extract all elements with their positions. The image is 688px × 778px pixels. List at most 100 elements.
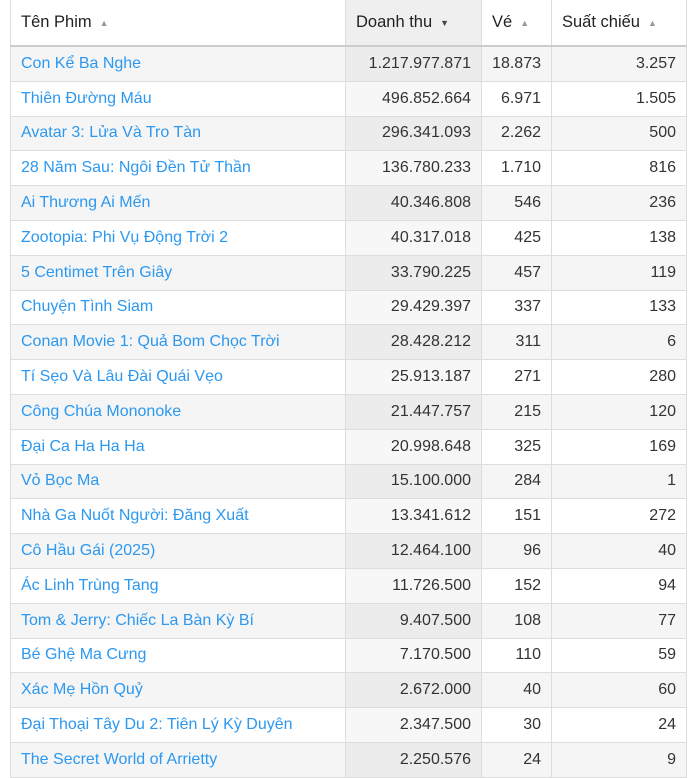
title-cell: Vỏ Bọc Ma	[10, 463, 346, 500]
showtimes-cell: 77	[551, 602, 687, 639]
column-label: Tên Phim	[21, 13, 92, 31]
title-cell: Con Kể Ba Nghe	[10, 45, 346, 82]
showtimes-cell: 60	[551, 672, 687, 709]
showtimes-cell: 59	[551, 637, 687, 674]
column-header-showtimes[interactable]: Suất chiếu ▲	[551, 0, 687, 47]
box-office-table: Tên Phim ▲ Doanh thu ▼ Vé ▲ Suất chiếu ▲ Con Kể…	[10, 0, 687, 778]
movie-link[interactable]: Ác Linh Trùng Tang	[21, 576, 159, 594]
title-cell: Đại Ca Ha Ha Ha	[10, 428, 346, 465]
revenue-cell: 2.347.500	[345, 707, 482, 743]
movie-link[interactable]: Conan Movie 1: Quả Bom Chọc Trời	[21, 333, 280, 351]
sort-asc-icon[interactable]: ▲	[520, 17, 530, 28]
revenue-cell: 29.429.397	[345, 289, 482, 326]
table-row: Chuyện Tình Siam 29.429.397 337 133	[10, 289, 687, 326]
movie-link[interactable]: Thiên Đường Máu	[21, 89, 152, 107]
table-row: Tí Sẹo Và Lâu Đài Quái Vẹo 25.913.187 271 2…	[10, 359, 687, 395]
column-label: Vé	[492, 13, 513, 31]
revenue-cell: 1.217.977.871	[345, 45, 482, 82]
movie-link[interactable]: Công Chúa Mononoke	[21, 402, 182, 420]
tickets-cell: 546	[481, 185, 552, 221]
tickets-cell: 18.873	[481, 45, 552, 82]
title-cell: Zootopia: Phi Vụ Động Trời 2	[10, 219, 346, 256]
table-row: Đại Thoại Tây Du 2: Tiên Lý Kỳ Duyên 2.34…	[10, 707, 687, 743]
title-cell: Thiên Đường Máu	[10, 80, 346, 117]
movie-link[interactable]: Ai Thương Ai Mến	[21, 194, 151, 212]
sort-asc-icon[interactable]: ▲	[99, 17, 109, 28]
revenue-cell: 20.998.648	[345, 428, 482, 465]
revenue-cell: 136.780.233	[345, 150, 482, 187]
table-row: Zootopia: Phi Vụ Động Trời 2 40.317.018 42…	[10, 219, 687, 256]
column-label: Doanh thu	[356, 13, 433, 31]
table-row: Nhà Ga Nuốt Người: Đăng Xuất 13.341.612 15…	[10, 498, 687, 535]
title-cell: Tí Sẹo Và Lâu Đài Quái Vẹo	[10, 359, 346, 395]
showtimes-cell: 120	[551, 393, 687, 430]
revenue-cell: 9.407.500	[345, 602, 482, 639]
title-cell: Ác Linh Trùng Tang	[10, 567, 346, 604]
showtimes-cell: 236	[551, 185, 687, 221]
showtimes-cell: 280	[551, 359, 687, 395]
table-row: Xác Mẹ Hồn Quỷ 2.672.000 40 60	[10, 672, 687, 709]
table-row: Avatar 3: Lửa Và Tro Tàn 296.341.093 2.262…	[10, 115, 687, 152]
tickets-cell: 6.971	[481, 80, 552, 117]
table-row: Công Chúa Mononoke 21.447.757 215 120	[10, 393, 687, 430]
movie-link[interactable]: Vỏ Bọc Ma	[21, 472, 100, 490]
movie-link[interactable]: Xác Mẹ Hồn Quỷ	[21, 681, 143, 699]
title-cell: Đại Thoại Tây Du 2: Tiên Lý Kỳ Duyên	[10, 707, 346, 743]
table-row: Con Kể Ba Nghe 1.217.977.871 18.873 3.257	[10, 45, 687, 82]
showtimes-cell: 1.505	[551, 80, 687, 117]
showtimes-cell: 24	[551, 707, 687, 743]
showtimes-cell: 9	[551, 741, 687, 778]
title-cell: Avatar 3: Lửa Và Tro Tàn	[10, 115, 346, 152]
revenue-cell: 13.341.612	[345, 498, 482, 535]
movie-link[interactable]: The Secret World of Arrietty	[21, 750, 218, 768]
tickets-cell: 1.710	[481, 150, 552, 187]
table-row: 5 Centimet Trên Giây 33.790.225 457 119	[10, 254, 687, 291]
movie-link[interactable]: 28 Năm Sau: Ngôi Đền Tử Thần	[21, 159, 251, 177]
table-row: Conan Movie 1: Quả Bom Chọc Trời 28.428.2…	[10, 324, 687, 361]
column-header-revenue[interactable]: Doanh thu ▼	[345, 0, 482, 47]
tickets-cell: 457	[481, 254, 552, 291]
showtimes-cell: 500	[551, 115, 687, 152]
revenue-cell: 40.346.808	[345, 185, 482, 221]
movie-link[interactable]: Nhà Ga Nuốt Người: Đăng Xuất	[21, 507, 249, 525]
movie-link[interactable]: Tom & Jerry: Chiếc La Bàn Kỳ Bí	[21, 611, 254, 629]
movie-link[interactable]: Cô Hầu Gái (2025)	[21, 542, 156, 560]
revenue-cell: 12.464.100	[345, 533, 482, 569]
showtimes-cell: 816	[551, 150, 687, 187]
table-row: The Secret World of Arrietty 2.250.576 24 9	[10, 741, 687, 778]
sort-desc-icon[interactable]: ▼	[440, 17, 450, 28]
revenue-cell: 40.317.018	[345, 219, 482, 256]
movie-link[interactable]: Đại Thoại Tây Du 2: Tiên Lý Kỳ Duyên	[21, 716, 293, 734]
title-cell: Ai Thương Ai Mến	[10, 185, 346, 221]
table-row: Ác Linh Trùng Tang 11.726.500 152 94	[10, 567, 687, 604]
table-row: Tom & Jerry: Chiếc La Bàn Kỳ Bí 9.407.500…	[10, 602, 687, 639]
table-row: 28 Năm Sau: Ngôi Đền Tử Thần 136.780.233 1…	[10, 150, 687, 187]
table-header: Tên Phim ▲ Doanh thu ▼ Vé ▲ Suất chiếu ▲	[10, 0, 687, 47]
movie-link[interactable]: Tí Sẹo Và Lâu Đài Quái Vẹo	[21, 368, 223, 386]
movie-link[interactable]: Con Kể Ba Nghe	[21, 54, 142, 72]
showtimes-cell: 1	[551, 463, 687, 500]
movie-link[interactable]: 5 Centimet Trên Giây	[21, 263, 173, 281]
movie-link[interactable]: Bé Ghệ Ma Cưng	[21, 646, 147, 664]
tickets-cell: 325	[481, 428, 552, 465]
revenue-cell: 2.672.000	[345, 672, 482, 709]
tickets-cell: 110	[481, 637, 552, 674]
table-row: Vỏ Bọc Ma 15.100.000 284 1	[10, 463, 687, 500]
tickets-cell: 311	[481, 324, 552, 361]
movie-link[interactable]: Chuyện Tình Siam	[21, 298, 154, 316]
movie-link[interactable]: Zootopia: Phi Vụ Động Trời 2	[21, 228, 229, 246]
showtimes-cell: 138	[551, 219, 687, 256]
revenue-cell: 2.250.576	[345, 741, 482, 778]
movie-link[interactable]: Avatar 3: Lửa Và Tro Tàn	[21, 124, 201, 142]
tickets-cell: 337	[481, 289, 552, 326]
revenue-cell: 33.790.225	[345, 254, 482, 291]
title-cell: Bé Ghệ Ma Cưng	[10, 637, 346, 674]
title-cell: 28 Năm Sau: Ngôi Đền Tử Thần	[10, 150, 346, 187]
movie-link[interactable]: Đại Ca Ha Ha Ha	[21, 437, 145, 455]
revenue-cell: 296.341.093	[345, 115, 482, 152]
table-row: Đại Ca Ha Ha Ha 20.998.648 325 169	[10, 428, 687, 465]
column-header-title[interactable]: Tên Phim ▲	[10, 0, 346, 47]
tickets-cell: 96	[481, 533, 552, 569]
sort-asc-icon[interactable]: ▲	[647, 17, 657, 28]
column-header-tickets[interactable]: Vé ▲	[481, 0, 552, 47]
